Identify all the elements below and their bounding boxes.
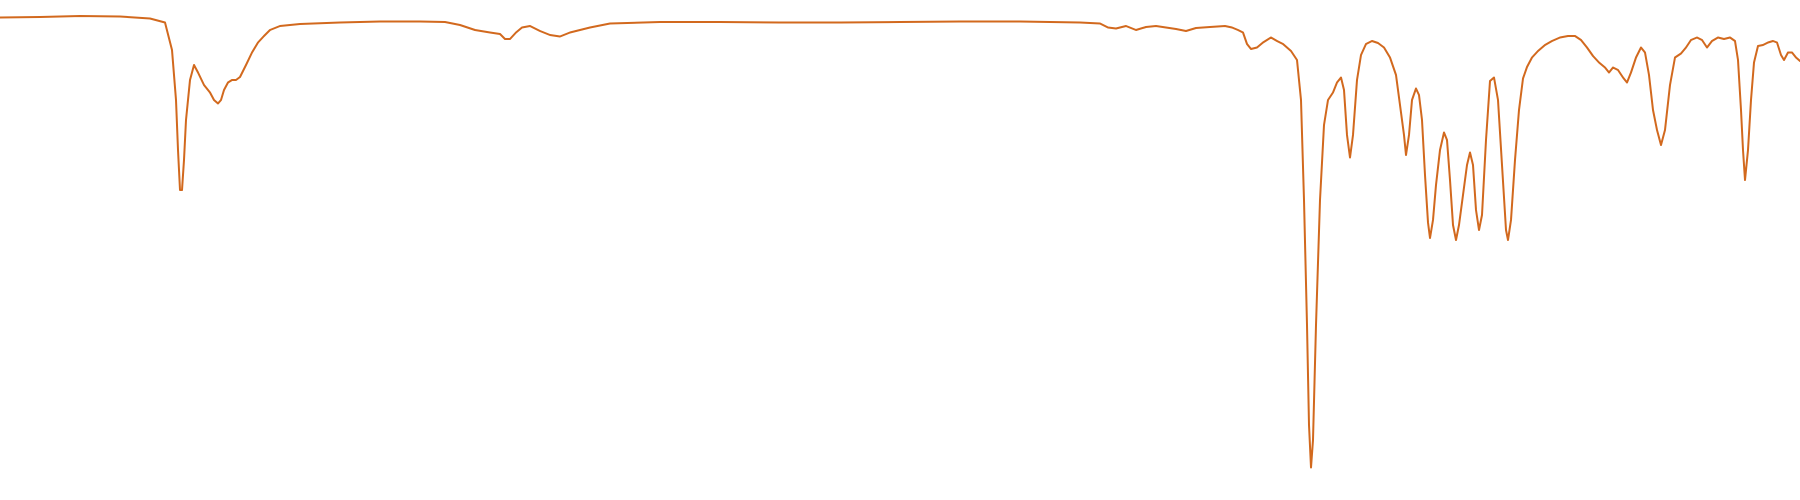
plot-area <box>0 15 1800 469</box>
series-line-0 <box>0 15 1800 469</box>
